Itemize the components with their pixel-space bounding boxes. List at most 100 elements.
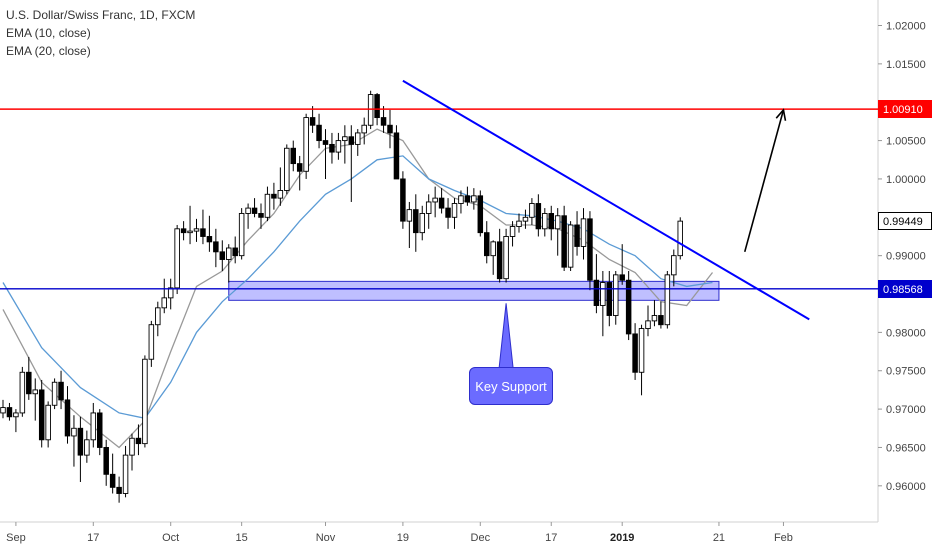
candle[interactable] xyxy=(6,407,13,418)
candle[interactable] xyxy=(206,236,213,243)
candle[interactable] xyxy=(367,94,374,126)
candle[interactable] xyxy=(109,473,116,488)
candle[interactable] xyxy=(45,404,51,441)
candle[interactable] xyxy=(664,274,671,326)
candle[interactable] xyxy=(445,207,451,218)
candle[interactable] xyxy=(593,279,600,306)
legend-ema20[interactable]: EMA (20, close) xyxy=(6,44,91,58)
candle[interactable] xyxy=(58,381,64,401)
candle[interactable] xyxy=(26,371,32,395)
candle[interactable] xyxy=(425,201,432,214)
candle[interactable] xyxy=(225,247,232,260)
downtrend-line[interactable] xyxy=(402,79,810,321)
candle[interactable] xyxy=(251,207,258,214)
candle[interactable] xyxy=(529,203,535,218)
candle[interactable] xyxy=(509,226,516,237)
candle[interactable] xyxy=(438,197,445,209)
candle[interactable] xyxy=(580,218,587,247)
candle[interactable] xyxy=(677,220,684,257)
candle[interactable] xyxy=(148,324,155,360)
candle[interactable] xyxy=(122,454,129,494)
candle[interactable] xyxy=(316,124,322,142)
candle[interactable] xyxy=(342,136,348,142)
candle[interactable] xyxy=(484,232,490,257)
candle[interactable] xyxy=(561,215,567,268)
candle[interactable] xyxy=(542,213,548,230)
candle[interactable] xyxy=(116,486,122,494)
candle[interactable] xyxy=(413,209,419,234)
candle[interactable] xyxy=(451,203,458,218)
candle[interactable] xyxy=(393,132,400,180)
candle[interactable] xyxy=(432,197,438,203)
candle[interactable] xyxy=(600,282,606,306)
candle[interactable] xyxy=(180,228,187,234)
candle[interactable] xyxy=(554,215,561,230)
candle[interactable] xyxy=(77,427,84,456)
candle[interactable] xyxy=(13,412,19,418)
candle[interactable] xyxy=(90,412,97,441)
candle[interactable] xyxy=(290,147,297,165)
candle[interactable] xyxy=(296,163,303,172)
candle[interactable] xyxy=(200,228,206,237)
candle[interactable] xyxy=(238,213,245,257)
candle[interactable] xyxy=(355,132,361,145)
candle[interactable] xyxy=(632,333,638,373)
candle[interactable] xyxy=(38,389,45,441)
candle[interactable] xyxy=(516,220,522,227)
candle[interactable] xyxy=(419,213,426,234)
candle[interactable] xyxy=(187,230,193,234)
candle[interactable] xyxy=(96,412,103,448)
candle[interactable] xyxy=(284,147,290,191)
candle[interactable] xyxy=(645,320,651,329)
candle[interactable] xyxy=(619,274,625,281)
candle[interactable] xyxy=(174,228,180,289)
candle[interactable] xyxy=(477,195,484,234)
candle[interactable] xyxy=(548,213,555,230)
candle[interactable] xyxy=(471,195,477,203)
candle[interactable] xyxy=(458,195,464,204)
candle[interactable] xyxy=(129,437,135,456)
candle[interactable] xyxy=(348,136,355,145)
candle[interactable] xyxy=(400,178,406,222)
candle[interactable] xyxy=(380,117,387,126)
candle[interactable] xyxy=(658,315,664,326)
candle[interactable] xyxy=(71,427,77,437)
candle[interactable] xyxy=(651,315,658,322)
candle[interactable] xyxy=(374,94,380,119)
candle[interactable] xyxy=(522,216,529,222)
candle[interactable] xyxy=(638,328,645,373)
candle[interactable] xyxy=(258,213,264,218)
candle[interactable] xyxy=(574,224,580,247)
candle[interactable] xyxy=(0,407,6,414)
candle[interactable] xyxy=(271,193,277,199)
candle[interactable] xyxy=(135,437,142,445)
candle[interactable] xyxy=(232,247,238,257)
candle[interactable] xyxy=(64,399,71,437)
candle[interactable] xyxy=(329,143,335,153)
candle[interactable] xyxy=(193,228,200,232)
candle[interactable] xyxy=(51,381,58,406)
projection-arrow[interactable] xyxy=(743,109,785,253)
candle[interactable] xyxy=(322,140,329,145)
candle[interactable] xyxy=(219,251,226,260)
candle[interactable] xyxy=(587,218,593,281)
candle[interactable] xyxy=(496,241,503,280)
legend-ema10[interactable]: EMA (10, close) xyxy=(6,26,91,40)
candle[interactable] xyxy=(406,209,413,222)
candle[interactable] xyxy=(625,279,632,335)
candle[interactable] xyxy=(161,297,167,309)
candle[interactable] xyxy=(142,358,148,445)
candle[interactable] xyxy=(32,389,39,395)
candle[interactable] xyxy=(490,241,496,257)
candle[interactable] xyxy=(213,241,219,253)
key-support-callout[interactable]: Key Support xyxy=(469,367,553,405)
candle[interactable] xyxy=(606,282,613,316)
candle[interactable] xyxy=(335,140,342,153)
candle[interactable] xyxy=(264,193,271,218)
candle[interactable] xyxy=(361,124,367,134)
candle[interactable] xyxy=(309,117,316,126)
candle[interactable] xyxy=(303,117,309,172)
candle[interactable] xyxy=(464,195,471,203)
